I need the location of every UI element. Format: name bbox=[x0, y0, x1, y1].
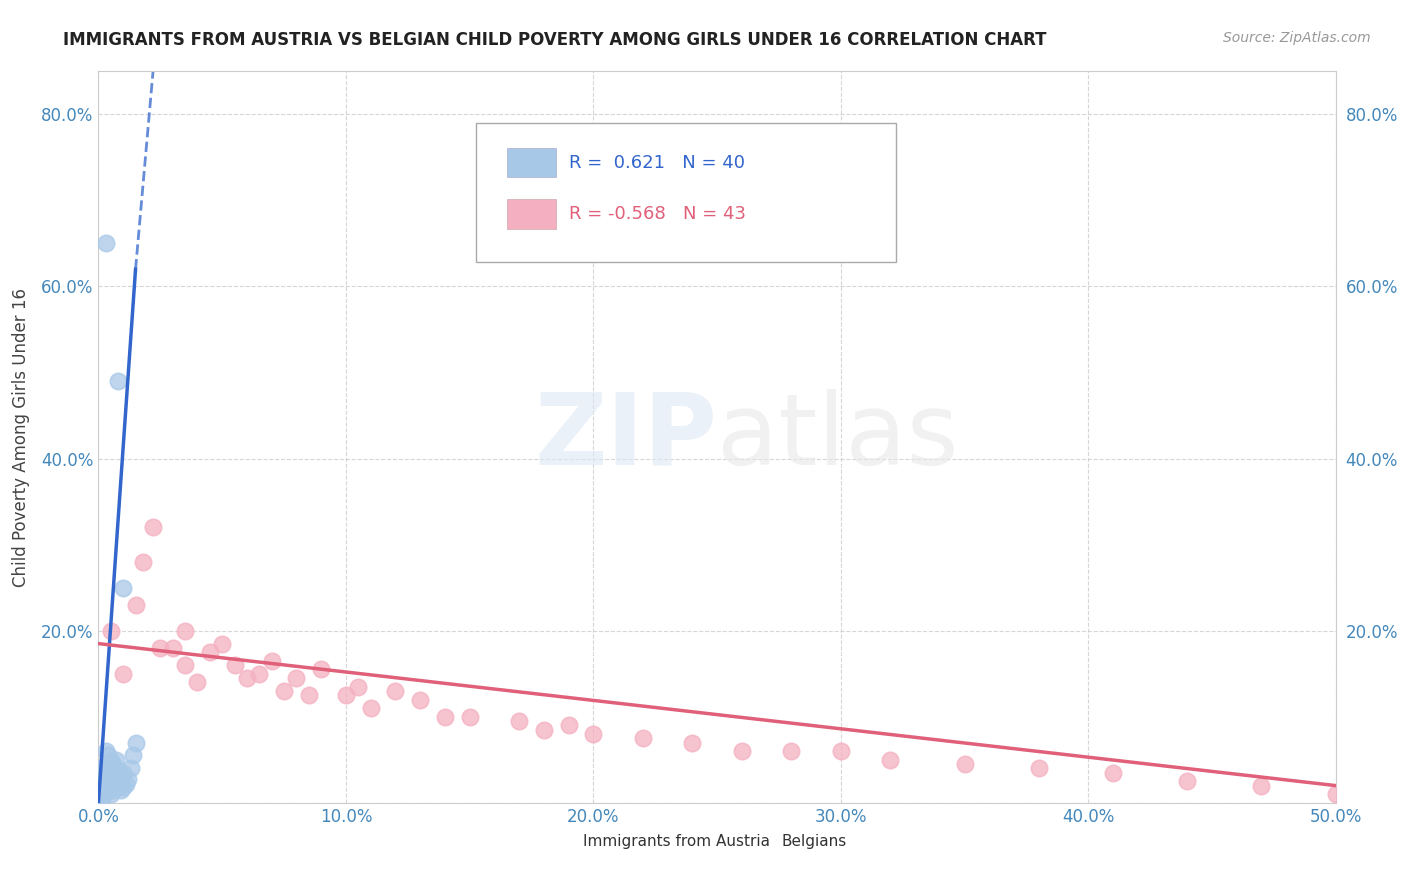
Point bbox=[97, 774, 120, 789]
Bar bbox=[735, 832, 773, 850]
Point bbox=[508, 714, 530, 728]
Point bbox=[174, 624, 197, 638]
Text: IMMIGRANTS FROM AUSTRIA VS BELGIAN CHILD POVERTY AMONG GIRLS UNDER 16 CORRELATIO: IMMIGRANTS FROM AUSTRIA VS BELGIAN CHILD… bbox=[63, 31, 1047, 49]
Point bbox=[112, 581, 135, 595]
Point bbox=[582, 727, 605, 741]
Point bbox=[94, 765, 117, 780]
Text: R = -0.568   N = 43: R = -0.568 N = 43 bbox=[568, 205, 745, 223]
Text: atlas: atlas bbox=[717, 389, 959, 485]
Point bbox=[97, 763, 120, 777]
Point bbox=[273, 684, 295, 698]
Point bbox=[285, 671, 308, 685]
Point bbox=[100, 779, 122, 793]
Point bbox=[1102, 765, 1125, 780]
Point bbox=[557, 718, 579, 732]
Point bbox=[104, 753, 127, 767]
FancyBboxPatch shape bbox=[475, 122, 897, 261]
Point bbox=[780, 744, 803, 758]
Point bbox=[94, 236, 117, 251]
Point bbox=[879, 753, 901, 767]
Point bbox=[93, 783, 115, 797]
Point bbox=[110, 783, 132, 797]
Point bbox=[103, 757, 125, 772]
Text: Belgians: Belgians bbox=[782, 834, 846, 849]
Point bbox=[309, 662, 332, 676]
Point bbox=[100, 768, 122, 782]
Point bbox=[224, 658, 246, 673]
Point bbox=[114, 777, 136, 791]
Point bbox=[830, 744, 852, 758]
Point bbox=[298, 688, 321, 702]
Point bbox=[162, 640, 184, 655]
Point bbox=[117, 772, 139, 786]
Point bbox=[409, 692, 432, 706]
Text: Source: ZipAtlas.com: Source: ZipAtlas.com bbox=[1223, 31, 1371, 45]
Point bbox=[112, 780, 135, 795]
Point bbox=[1324, 787, 1347, 801]
Point bbox=[93, 770, 115, 784]
Point bbox=[90, 791, 112, 805]
Point bbox=[142, 520, 165, 534]
Point bbox=[94, 744, 117, 758]
Point bbox=[681, 735, 703, 749]
Point bbox=[149, 640, 172, 655]
Point bbox=[94, 785, 117, 799]
Point bbox=[260, 654, 283, 668]
Text: R =  0.621   N = 40: R = 0.621 N = 40 bbox=[568, 153, 745, 172]
Text: ZIP: ZIP bbox=[534, 389, 717, 485]
Point bbox=[122, 748, 145, 763]
Point bbox=[384, 684, 406, 698]
Point bbox=[124, 598, 146, 612]
Point bbox=[236, 671, 259, 685]
Point bbox=[104, 770, 127, 784]
Y-axis label: Child Poverty Among Girls Under 16: Child Poverty Among Girls Under 16 bbox=[11, 287, 30, 587]
Point bbox=[104, 780, 127, 795]
Point bbox=[186, 675, 208, 690]
Point bbox=[100, 755, 122, 769]
Bar bbox=[506, 199, 557, 228]
Point bbox=[433, 710, 456, 724]
Point bbox=[100, 624, 122, 638]
Point bbox=[110, 768, 132, 782]
Point bbox=[97, 783, 120, 797]
Point bbox=[103, 774, 125, 789]
Point bbox=[953, 757, 976, 772]
Point bbox=[347, 680, 370, 694]
Point bbox=[335, 688, 357, 702]
Point bbox=[90, 780, 112, 795]
Point bbox=[107, 779, 129, 793]
Point bbox=[107, 374, 129, 388]
Point bbox=[174, 658, 197, 673]
Point bbox=[112, 765, 135, 780]
Point bbox=[533, 723, 555, 737]
Bar bbox=[537, 832, 575, 850]
Point bbox=[93, 789, 115, 803]
Point bbox=[124, 735, 146, 749]
Point bbox=[100, 787, 122, 801]
Point bbox=[631, 731, 654, 746]
Point bbox=[247, 666, 270, 681]
Text: Immigrants from Austria: Immigrants from Austria bbox=[583, 834, 770, 849]
Point bbox=[103, 783, 125, 797]
Point bbox=[97, 748, 120, 763]
Point bbox=[1175, 774, 1198, 789]
Point bbox=[1250, 779, 1272, 793]
Point bbox=[94, 779, 117, 793]
Point bbox=[112, 666, 135, 681]
Point bbox=[132, 555, 155, 569]
Point bbox=[94, 757, 117, 772]
Point bbox=[360, 701, 382, 715]
Point bbox=[90, 787, 112, 801]
Point bbox=[93, 777, 115, 791]
Point bbox=[1028, 761, 1050, 775]
Point bbox=[211, 637, 233, 651]
Point bbox=[731, 744, 754, 758]
Point bbox=[458, 710, 481, 724]
Point bbox=[198, 645, 221, 659]
Point bbox=[120, 761, 142, 775]
Point bbox=[107, 763, 129, 777]
Bar bbox=[506, 148, 557, 178]
